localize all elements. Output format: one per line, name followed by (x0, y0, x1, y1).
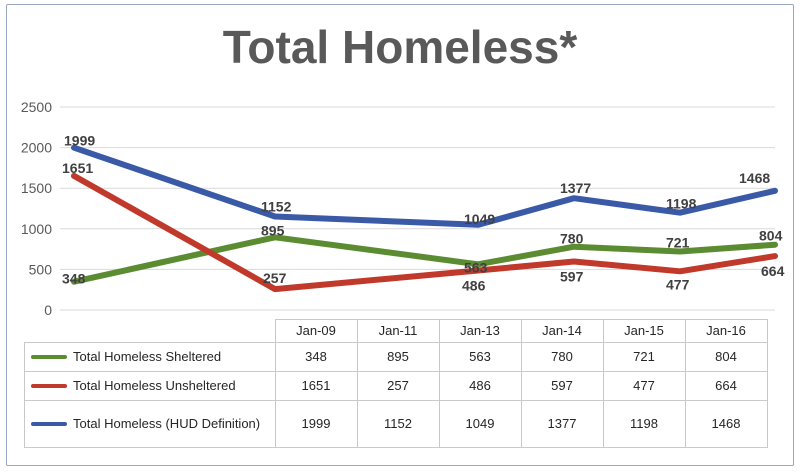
y-tick-label: 0 (44, 302, 52, 318)
table-cell: 1049 (438, 399, 522, 448)
series-line-1 (71, 172, 778, 293)
data-label: 597 (560, 269, 584, 285)
y-tick-label: 1500 (21, 180, 52, 196)
gridlines (60, 106, 775, 311)
legend-entry-hud: Total Homeless (HUD Definition) (24, 399, 276, 448)
table-cell: 1377 (520, 399, 604, 448)
data-label: 477 (666, 276, 690, 292)
chart-title: Total Homeless* (222, 21, 578, 73)
data-label: 1377 (560, 180, 591, 196)
data-label: 1999 (64, 133, 95, 149)
series-line-0 (71, 234, 778, 285)
data-label: 664 (761, 263, 785, 279)
category-header: Jan-11 (356, 319, 440, 343)
y-tick-label: 500 (29, 261, 53, 277)
category-header: Jan-09 (274, 319, 358, 343)
data-label: 1651 (62, 160, 93, 176)
data-label: 1152 (261, 198, 292, 214)
y-tick-label: 2500 (21, 99, 52, 115)
data-label: 1468 (739, 170, 770, 186)
table-cell: 804 (684, 341, 768, 372)
table-cell: 1999 (274, 399, 358, 448)
table-cell: 597 (520, 370, 604, 401)
table-cell: 1152 (356, 399, 440, 448)
table-cell: 1651 (274, 370, 358, 401)
legend-swatch (31, 422, 67, 426)
data-label: 563 (464, 259, 488, 275)
data-label: 780 (560, 231, 584, 247)
data-labels: 348 895 563 780 721 804 1651 257 486 597 477 664 199… (62, 133, 785, 294)
data-label: 804 (759, 228, 783, 244)
data-label: 721 (666, 234, 690, 250)
table-row-sheltered: Total Homeless Sheltered 348 895 563 780… (24, 341, 768, 372)
legend-entry-sheltered: Total Homeless Sheltered (24, 341, 276, 372)
table-cell: 257 (356, 370, 440, 401)
y-tick-label: 2000 (21, 140, 52, 156)
data-label: 348 (62, 271, 86, 287)
table-header-row: Jan-09 Jan-11 Jan-13 Jan-14 Jan-15 Jan-1… (24, 319, 768, 343)
legend-entry-unsheltered: Total Homeless Unsheltered (24, 370, 276, 401)
y-axis: 0 500 1000 1500 2000 2500 (21, 99, 52, 318)
table-cell: 721 (602, 341, 686, 372)
category-header: Jan-16 (684, 319, 768, 343)
table-cell: 664 (684, 370, 768, 401)
series-lines (71, 144, 778, 293)
table-cell: 895 (356, 341, 440, 372)
data-label: 257 (263, 270, 287, 286)
data-label: 486 (462, 278, 486, 294)
data-label: 895 (261, 222, 285, 238)
category-header: Jan-15 (602, 319, 686, 343)
series-line-2 (71, 144, 778, 228)
data-label: 1049 (464, 211, 495, 227)
legend-swatch (31, 355, 67, 360)
table-cell: 1198 (602, 399, 686, 448)
category-header: Jan-14 (520, 319, 604, 343)
table-cell: 1468 (684, 399, 768, 448)
legend-swatch (31, 384, 67, 389)
table-cell: 563 (438, 341, 522, 372)
data-label: 1198 (666, 196, 697, 212)
table-row-hud: Total Homeless (HUD Definition) 1999 115… (24, 399, 768, 448)
data-table: Jan-09 Jan-11 Jan-13 Jan-14 Jan-15 Jan-1… (24, 319, 768, 448)
table-cell: 780 (520, 341, 604, 372)
y-tick-label: 1000 (21, 221, 52, 237)
table-cell: 348 (274, 341, 358, 372)
table-row-unsheltered: Total Homeless Unsheltered 1651 257 486 … (24, 370, 768, 401)
table-cell: 486 (438, 370, 522, 401)
table-cell: 477 (602, 370, 686, 401)
category-header: Jan-13 (438, 319, 522, 343)
